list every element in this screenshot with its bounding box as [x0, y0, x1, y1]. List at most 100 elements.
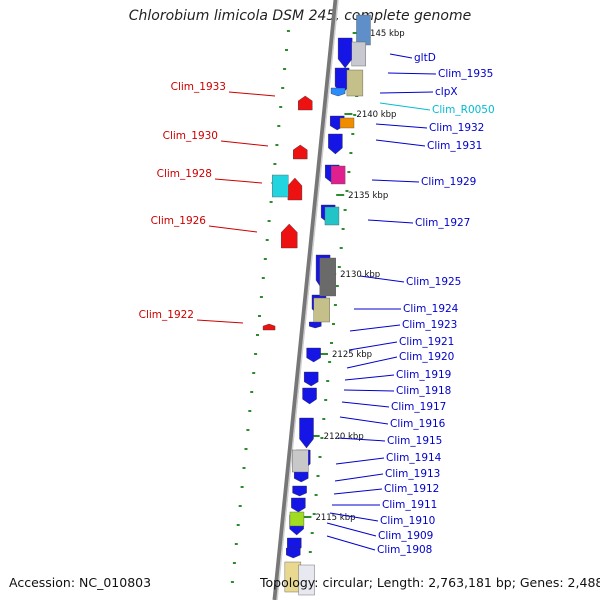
track-dot [254, 353, 258, 355]
gene-label-clim_1919: Clim_1919 [396, 369, 451, 381]
leader-line [326, 522, 377, 537]
track-dot [248, 410, 252, 412]
gene-label-clim_r0050: Clim_R0050 [432, 104, 495, 116]
gene-label-clim_1923: Clim_1923 [402, 319, 457, 331]
gene-arrow-forward [303, 371, 319, 387]
ruler-ticks: 2145 kbp 2140 kbp 2135 kbp 2130 kbp 2125 kbp… [303, 29, 405, 523]
track-dot [353, 114, 357, 116]
track-dot [326, 380, 330, 382]
leader-line [341, 401, 390, 408]
track-dot [232, 562, 236, 564]
track-dot [324, 399, 328, 401]
track-dot [312, 513, 316, 515]
gene-box [319, 257, 336, 297]
track-dot [236, 524, 240, 526]
gene-label-clim_1928: Clim_1928 [157, 168, 212, 180]
dotted-track-left [230, 30, 290, 583]
leader-line [379, 102, 431, 111]
gene-arrow-reverse [281, 223, 298, 249]
track-dot [279, 106, 283, 108]
gene-label-clpx: clpX [435, 86, 458, 98]
gene-box [330, 165, 346, 185]
gene-label-clim_1927: Clim_1927 [415, 217, 470, 229]
track-dot [318, 456, 322, 458]
leader-line [375, 139, 426, 147]
track-dot [335, 285, 339, 287]
accession-text: Accession: NC_010803 [9, 575, 152, 590]
ruler-tick-label: 2135 kbp [348, 191, 388, 201]
gene-box [324, 206, 340, 226]
track-dot [332, 323, 335, 325]
gene-arrow-reverse [262, 323, 276, 331]
ruler-tick-label: 2125 kbp [332, 350, 372, 360]
gene-label-clim_1918: Clim_1918 [396, 385, 451, 397]
gene-label-clim_1914: Clim_1914 [386, 452, 442, 464]
leader-line [389, 53, 413, 59]
gene-label-clim_1908: Clim_1908 [377, 544, 432, 556]
leader-line [348, 341, 398, 351]
map-title: Chlorobium limicola DSM 245, complete ge… [128, 8, 472, 24]
ruler-tick-label: 2140 kbp [356, 110, 396, 120]
track-dot [277, 125, 281, 127]
track-dot [347, 171, 351, 173]
leader-line [375, 123, 428, 129]
leader-line [359, 275, 405, 283]
gene-box [289, 511, 305, 527]
gene-label-clim_1933: Clim_1933 [171, 81, 226, 93]
gene-label-clim_1929: Clim_1929 [421, 176, 476, 188]
gene-label-clim_1912: Clim_1912 [384, 483, 439, 495]
track-dot [314, 494, 318, 496]
track-dot [316, 475, 320, 477]
gene-label-clim_1909: Clim_1909 [378, 530, 433, 542]
track-dot [275, 144, 279, 146]
gene-arrow-forward [330, 87, 346, 97]
track-dot [341, 228, 345, 230]
track-dot [320, 437, 324, 439]
gene-label-clim_1917: Clim_1917 [391, 401, 446, 413]
track-dot [267, 220, 271, 222]
gene-box [356, 14, 371, 46]
track-dot [330, 342, 333, 344]
track-dot [273, 163, 277, 165]
gene-arrow-reverse [298, 95, 313, 111]
leader-line [343, 389, 395, 392]
gene-label-clim_1926: Clim_1926 [151, 215, 207, 227]
leader-line [333, 488, 383, 495]
gene-label-clim_1916: Clim_1916 [390, 418, 446, 430]
leader-line [387, 72, 437, 75]
leader-line [344, 374, 395, 381]
gene-label-clim_1922: Clim_1922 [139, 309, 194, 321]
track-dot [351, 133, 355, 135]
gene-features [262, 14, 371, 596]
track-dot [349, 152, 353, 154]
gene-box [272, 174, 289, 198]
gene-arrow-forward [309, 321, 322, 329]
track-dot [283, 68, 287, 70]
track-dot [246, 429, 250, 431]
track-dot [343, 209, 347, 211]
gene-box [292, 449, 309, 473]
track-dot [286, 30, 290, 32]
leader-line [334, 473, 384, 482]
leader-line [228, 91, 276, 97]
gene-label-clim_1921: Clim_1921 [399, 336, 454, 348]
track-dot [281, 87, 285, 89]
gene-label-clim_1932: Clim_1932 [429, 122, 484, 134]
track-dot [333, 304, 337, 306]
leader-line [335, 457, 385, 465]
gene-box [313, 297, 330, 323]
gene-label-clim_1911: Clim_1911 [382, 499, 437, 511]
track-dot [258, 315, 261, 317]
gene-box [339, 117, 355, 129]
leader-line [349, 324, 401, 332]
leader-line [196, 319, 244, 324]
track-dot [250, 391, 254, 393]
gene-label-clim_1930: Clim_1930 [163, 130, 218, 142]
gene-arrow-forward [299, 417, 314, 449]
gene-arrow-forward [337, 37, 353, 69]
gene-label-clim_1931: Clim_1931 [427, 140, 482, 152]
gene-arrow-forward [302, 387, 317, 405]
track-dot [337, 266, 341, 268]
track-dot [345, 190, 349, 192]
